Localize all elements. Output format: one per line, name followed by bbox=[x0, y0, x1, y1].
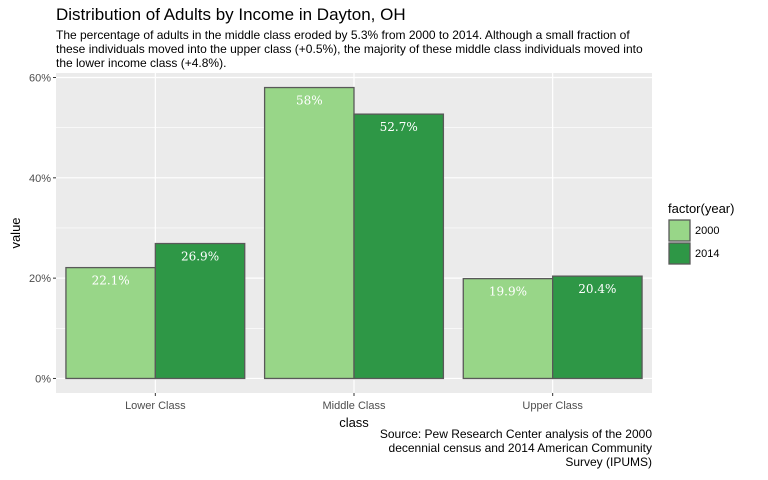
legend: factor(year) 2000 2014 bbox=[668, 201, 734, 265]
y-tick-label: 0% bbox=[35, 373, 51, 385]
data-label: 19.9% bbox=[489, 285, 527, 299]
bar bbox=[263, 86, 355, 380]
legend-label: 2000 bbox=[695, 225, 719, 237]
y-tick-label: 60% bbox=[29, 73, 51, 85]
bar bbox=[65, 266, 156, 380]
x-tick-label: Middle Class bbox=[323, 400, 386, 412]
legend-swatch bbox=[668, 219, 691, 242]
chart-title: Distribution of Adults by Income in Dayt… bbox=[56, 5, 406, 24]
bar bbox=[462, 277, 554, 380]
legend-swatch bbox=[668, 242, 691, 265]
y-axis-title: value bbox=[8, 217, 23, 248]
legend-label: 2014 bbox=[695, 248, 719, 260]
bar bbox=[353, 113, 445, 380]
data-label: 26.9% bbox=[181, 250, 219, 264]
y-tick-label: 20% bbox=[29, 273, 51, 285]
x-tick-label: Upper Class bbox=[522, 400, 583, 412]
chart-caption: Source: Pew Research Center analysis of … bbox=[379, 427, 652, 469]
data-label: 22.1% bbox=[92, 274, 130, 288]
bar bbox=[154, 242, 246, 380]
legend-title: factor(year) bbox=[668, 201, 734, 216]
data-label: 52.7% bbox=[380, 120, 418, 134]
data-label: 20.4% bbox=[578, 282, 616, 296]
data-label: 58% bbox=[296, 94, 323, 108]
x-axis-title: class bbox=[339, 415, 369, 430]
y-axis: 0% 20% 40% 60% bbox=[29, 73, 56, 385]
bar bbox=[552, 275, 643, 380]
chart-subtitle: The percentage of adults in the middle c… bbox=[56, 28, 643, 70]
x-axis: Lower Class Middle Class Upper Class bbox=[125, 393, 583, 412]
x-tick-label: Lower Class bbox=[125, 400, 186, 412]
bar-labels: 22.1% 26.9% 58% 52.7% 19.9% 20.4% bbox=[92, 94, 617, 299]
bars bbox=[65, 86, 643, 380]
y-tick-label: 40% bbox=[29, 173, 51, 185]
